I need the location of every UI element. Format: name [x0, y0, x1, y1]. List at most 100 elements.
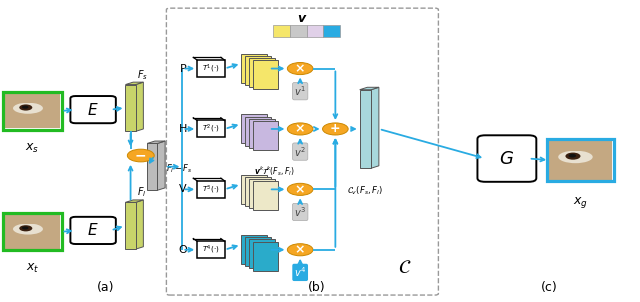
Bar	[323, 25, 340, 37]
Text: V: V	[179, 184, 187, 194]
Text: O: O	[178, 245, 187, 255]
Bar	[249, 239, 275, 268]
Text: −: −	[135, 149, 147, 162]
Bar	[549, 166, 612, 180]
Bar	[307, 25, 323, 37]
Circle shape	[287, 63, 313, 75]
Bar	[245, 117, 271, 146]
Bar	[3, 92, 62, 130]
Text: $v^2$: $v^2$	[294, 145, 306, 159]
Circle shape	[287, 123, 313, 135]
Circle shape	[19, 225, 32, 231]
Bar	[245, 56, 271, 85]
Polygon shape	[360, 87, 379, 90]
Text: $\mathcal{C}$: $\mathcal{C}$	[397, 259, 412, 277]
Text: $\mathcal{C}_v(F_s,F_l)$: $\mathcal{C}_v(F_s,F_l)$	[348, 185, 383, 197]
Bar	[125, 85, 136, 131]
Text: $\boldsymbol{v}$: $\boldsymbol{v}$	[297, 11, 307, 25]
Bar	[253, 181, 278, 210]
Polygon shape	[147, 141, 165, 143]
Text: $v^1$: $v^1$	[294, 84, 306, 98]
Circle shape	[565, 153, 580, 160]
Bar	[197, 181, 225, 198]
Text: $v^4$: $v^4$	[294, 265, 307, 279]
Text: $x_s$: $x_s$	[25, 141, 40, 155]
Bar	[197, 120, 225, 137]
FancyBboxPatch shape	[477, 135, 536, 182]
Bar	[5, 94, 60, 128]
Bar	[241, 114, 267, 143]
Bar	[290, 25, 307, 37]
Bar	[241, 175, 267, 204]
Text: $x_g$: $x_g$	[573, 195, 588, 210]
Circle shape	[323, 123, 348, 135]
Text: $T^2(\cdot)$: $T^2(\cdot)$	[202, 123, 220, 135]
Bar	[197, 241, 225, 258]
Bar	[549, 140, 612, 180]
Ellipse shape	[13, 223, 43, 235]
Bar	[147, 143, 157, 190]
Circle shape	[287, 183, 313, 195]
Bar	[5, 116, 60, 128]
Text: +: +	[330, 122, 340, 136]
Circle shape	[22, 226, 29, 230]
Bar	[125, 202, 136, 249]
Bar	[245, 237, 271, 266]
Text: $\boldsymbol{v}^k\mathcal{T}^k(F_s,F_l)$: $\boldsymbol{v}^k\mathcal{T}^k(F_s,F_l)$	[254, 164, 294, 178]
Text: $E$: $E$	[87, 102, 99, 117]
Bar	[547, 139, 614, 181]
Circle shape	[287, 244, 313, 256]
Bar	[5, 214, 60, 249]
Text: $E$: $E$	[87, 223, 99, 238]
Polygon shape	[125, 200, 143, 202]
Bar	[253, 242, 278, 271]
Bar	[273, 25, 290, 37]
Text: $G$: $G$	[499, 149, 515, 168]
Text: ×: ×	[295, 243, 305, 256]
Text: (c): (c)	[541, 281, 557, 294]
Bar	[3, 213, 62, 250]
Polygon shape	[136, 82, 143, 131]
FancyBboxPatch shape	[70, 96, 116, 123]
Bar	[5, 214, 60, 224]
Ellipse shape	[13, 103, 43, 114]
Text: P: P	[180, 63, 187, 74]
Bar	[249, 58, 275, 87]
Text: (a): (a)	[97, 281, 115, 294]
Text: ×: ×	[295, 122, 305, 136]
Circle shape	[19, 104, 32, 111]
Circle shape	[22, 106, 29, 109]
Polygon shape	[371, 87, 379, 168]
Bar	[5, 94, 60, 103]
Bar	[549, 140, 612, 151]
Polygon shape	[136, 200, 143, 249]
Polygon shape	[125, 82, 143, 85]
Polygon shape	[157, 141, 165, 190]
Text: ×: ×	[295, 183, 305, 196]
Text: $F_l$: $F_l$	[138, 185, 147, 199]
Circle shape	[127, 149, 154, 162]
Bar	[253, 60, 278, 89]
Bar	[253, 121, 278, 150]
Bar	[245, 177, 271, 206]
FancyBboxPatch shape	[70, 217, 116, 244]
Bar	[5, 237, 60, 249]
Text: $T^4(\cdot)$: $T^4(\cdot)$	[202, 244, 220, 256]
Bar	[249, 179, 275, 208]
Bar	[241, 54, 267, 83]
Bar	[249, 119, 275, 148]
Text: $T^1(\cdot)$: $T^1(\cdot)$	[202, 63, 220, 75]
Text: $F_s$: $F_s$	[136, 68, 148, 82]
Ellipse shape	[558, 151, 593, 163]
Bar	[241, 235, 267, 264]
Bar	[360, 90, 371, 168]
Text: ×: ×	[295, 62, 305, 75]
Text: $F_l-F_s$: $F_l-F_s$	[166, 163, 193, 175]
Circle shape	[568, 154, 576, 158]
Bar	[197, 60, 225, 77]
Text: $x_t$: $x_t$	[26, 262, 39, 275]
Text: $v^3$: $v^3$	[294, 205, 306, 219]
Text: (b): (b)	[308, 281, 326, 294]
Text: H: H	[179, 124, 187, 134]
Text: $T^3(\cdot)$: $T^3(\cdot)$	[202, 183, 220, 195]
